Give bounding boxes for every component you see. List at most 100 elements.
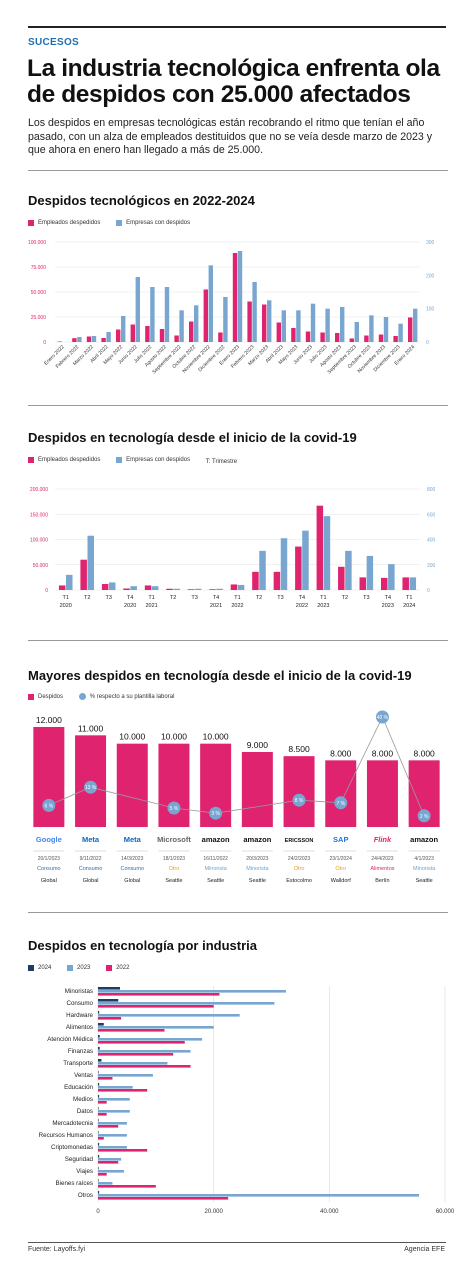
location-label: Seattle — [207, 878, 224, 884]
date-label: 24/4/2023 — [371, 856, 393, 862]
bar-2022 — [98, 1161, 119, 1164]
legend-swatch-blue — [116, 457, 123, 463]
bar-empleados — [380, 577, 388, 590]
sector-label: Otro — [335, 866, 346, 872]
bar-empleados — [364, 335, 369, 342]
x-tick-year: 2021 — [145, 603, 157, 609]
legend-swatch-pink — [28, 694, 34, 700]
bar-empleados — [189, 321, 194, 342]
legend-swatch-pink — [28, 457, 34, 463]
bar-empresas — [121, 316, 126, 342]
company-logo: SAP — [333, 835, 348, 844]
chart2-svg: 0 50.000 100.000 150.000 200.000 0 200 400 600 80… — [30, 487, 436, 609]
bar-2023 — [98, 1194, 419, 1197]
bar-empresas — [173, 588, 180, 590]
bar-value-label: 10.000 — [161, 732, 187, 742]
bar-2024 — [98, 1035, 100, 1038]
bar-value-label: 8.000 — [330, 748, 352, 758]
category-label: Educación — [64, 1084, 93, 1091]
chart1-title: Despidos tecnológicos en 2022-2024 — [28, 193, 255, 208]
y-left-tick-label: 0 — [45, 588, 48, 594]
lede: Los despidos en empresas tecnológicas es… — [28, 117, 433, 156]
bar-empresas — [179, 310, 184, 342]
bar-empleados — [402, 577, 409, 590]
bar-empleados — [338, 566, 345, 590]
bar-2024 — [98, 1191, 100, 1194]
bar-2023 — [98, 1134, 127, 1137]
bar-empleados — [305, 331, 311, 342]
bar-2024 — [98, 1095, 100, 1098]
date-label: 24/2/2023 — [288, 856, 310, 862]
y-right-tick-label: 600 — [427, 512, 436, 518]
bar-2022 — [98, 1065, 191, 1068]
y-left-tick-label: 25.000 — [31, 315, 47, 321]
bar-empleados — [230, 584, 238, 590]
y-left-tick-label: 150.000 — [30, 512, 48, 518]
bar-empresas — [345, 550, 352, 590]
sector-label: Minorista — [413, 866, 436, 872]
x-tick-label: T1 — [320, 595, 326, 601]
bar-empresas — [87, 535, 95, 590]
bar-empleados — [393, 336, 398, 342]
bar-despidos — [33, 727, 65, 827]
legend-label: % respecto a su plantilla laboral — [89, 693, 175, 700]
bar-2023 — [98, 1158, 122, 1161]
x-tick-year: 2021 — [210, 603, 222, 609]
bar-empleados — [174, 335, 179, 342]
location-label: Global — [124, 878, 140, 884]
bar-empresas — [208, 265, 213, 342]
bar-2022 — [98, 1005, 214, 1008]
percent-label: 5 % — [170, 806, 179, 812]
y-right-tick-label: 0 — [426, 340, 429, 346]
y-left-tick-label: 50.000 — [33, 563, 49, 569]
category-label: Mercadotecnia — [52, 1120, 93, 1127]
sector-label: Otro — [294, 866, 305, 872]
y-right-tick-label: 200 — [426, 273, 435, 279]
legend-label: Empresas con despidos — [126, 220, 191, 226]
bar-2023 — [98, 1146, 127, 1149]
x-tick-label: T1 — [63, 595, 69, 601]
bar-empleados — [335, 333, 340, 342]
legend-label: Empleados despedidos — [38, 457, 101, 463]
bar-empresas — [194, 588, 202, 590]
bar-empresas — [135, 277, 140, 342]
separator — [28, 912, 448, 913]
bar-empleados — [262, 304, 267, 342]
sector-label: Minorista — [246, 866, 269, 872]
bar-2024 — [98, 1167, 99, 1170]
bar-empleados — [80, 559, 87, 590]
location-label: Global — [41, 878, 57, 884]
bar-empresas — [281, 310, 286, 342]
x-tick-year: 2020 — [124, 603, 136, 609]
x-tick-label: 40.000 — [320, 1209, 339, 1215]
bar-empresas — [413, 308, 418, 342]
bar-2024 — [98, 1011, 100, 1014]
bar-2024 — [98, 1155, 100, 1158]
x-tick-year: 2022 — [296, 603, 308, 609]
bar-empleados — [116, 329, 121, 342]
bar-despidos — [366, 760, 398, 827]
bar-empresas — [302, 530, 309, 590]
bar-2023 — [98, 1170, 125, 1173]
bar-empresas — [310, 303, 316, 342]
bar-empleados — [166, 588, 173, 590]
bar-despidos — [283, 756, 315, 827]
location-label: Walldorf — [331, 878, 351, 884]
bar-2024 — [98, 1047, 100, 1050]
bar-empresas — [366, 555, 374, 590]
company-logo: amazon — [243, 835, 271, 844]
legend-swatch-pink — [106, 965, 113, 971]
separator — [28, 170, 448, 171]
bar-empresas — [108, 582, 116, 590]
company-logo: amazon — [202, 835, 230, 844]
bar-2023 — [98, 1110, 130, 1113]
bar-empresas — [398, 323, 403, 342]
bar-2023 — [98, 1182, 113, 1185]
bar-2024 — [98, 1059, 102, 1062]
bar-2023 — [98, 1098, 130, 1101]
bar-2024 — [98, 1179, 99, 1182]
x-tick-label: T3 — [191, 595, 197, 601]
bar-empleados — [276, 322, 281, 342]
bar-2024 — [98, 987, 120, 990]
x-tick-year: 2022 — [231, 603, 243, 609]
